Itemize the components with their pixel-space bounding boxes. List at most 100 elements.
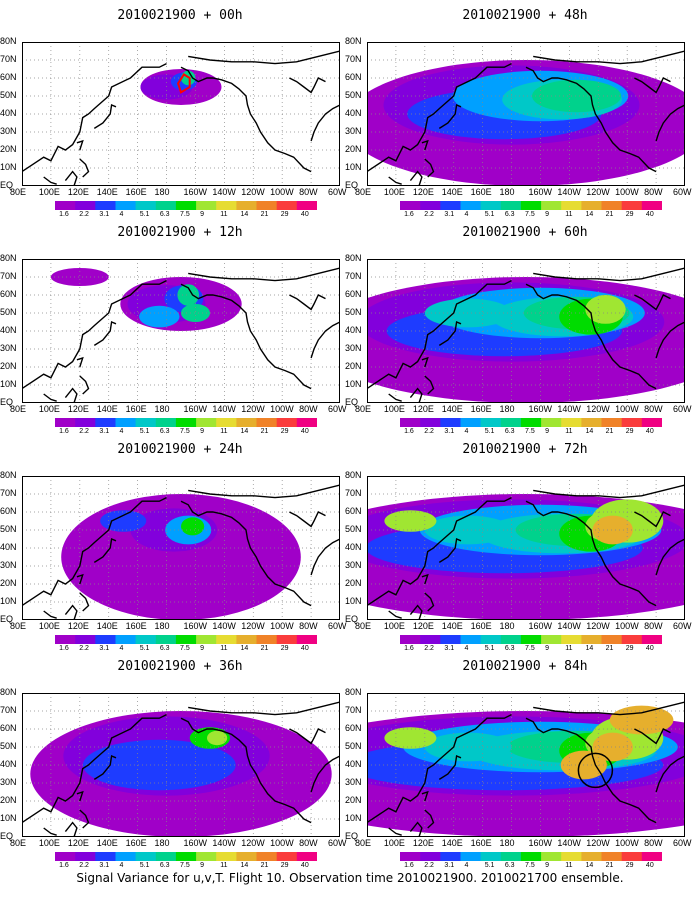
lat-tick-label: 50N bbox=[345, 524, 362, 534]
lon-tick-label: 160W bbox=[183, 187, 207, 197]
colorbar-level-label: 3.1 bbox=[444, 862, 455, 869]
colorbar-level-label: 6.3 bbox=[159, 428, 170, 435]
coastline bbox=[388, 176, 402, 185]
colorbar-swatch bbox=[175, 852, 197, 861]
lat-tick-label: 20N bbox=[0, 144, 17, 154]
colorbar-swatch bbox=[621, 201, 643, 210]
colorbar-swatch bbox=[621, 418, 643, 427]
colorbar-level-label: 40 bbox=[300, 862, 309, 869]
colorbar-level-label: 2.2 bbox=[79, 862, 89, 869]
colorbar-level-label: 21 bbox=[260, 862, 269, 869]
lon-tick-label: 80E bbox=[355, 404, 372, 414]
coastline bbox=[289, 728, 326, 745]
lon-tick-label: 140E bbox=[441, 838, 463, 848]
lon-tick-label: 100E bbox=[383, 404, 405, 414]
lat-tick-label: 10N bbox=[0, 596, 17, 606]
colorbar-swatch bbox=[236, 635, 258, 644]
lon-tick-label: 120W bbox=[241, 187, 265, 197]
colorbar-level-label: 14 bbox=[240, 211, 249, 218]
lat-tick-label: 40N bbox=[0, 759, 17, 769]
lat-tick-label: 20N bbox=[0, 361, 17, 371]
lat-tick-label: EQ bbox=[0, 831, 14, 841]
colorbar-swatch bbox=[75, 201, 96, 210]
colorbar-swatch bbox=[601, 418, 623, 427]
panel-36h: 2010021900 + 36h 80N 70N 60N 50N 40N 30N 20N 10N… bbox=[0, 659, 350, 869]
lon-tick-label: 140W bbox=[212, 621, 236, 631]
colorbar-swatch bbox=[55, 201, 76, 210]
lon-tick-label: 120E bbox=[67, 838, 89, 848]
colorbar-swatch bbox=[216, 635, 237, 644]
colorbar-level-label: 29 bbox=[280, 645, 289, 652]
lat-tick-label: 30N bbox=[345, 560, 362, 570]
colorbar-swatch bbox=[621, 635, 643, 644]
coastline bbox=[310, 104, 340, 142]
lon-tick-label: 180 bbox=[154, 404, 170, 414]
colorbar-level-label: 1.6 bbox=[59, 428, 69, 435]
colorbar-level-label: 9 bbox=[545, 211, 550, 218]
colorbar-level-label: 4 bbox=[464, 211, 469, 218]
lon-tick-label: 120E bbox=[67, 404, 89, 414]
colorbar-swatch bbox=[420, 201, 441, 210]
coastline bbox=[525, 283, 657, 390]
coastline bbox=[188, 484, 340, 499]
lon-tick-label: 100W bbox=[270, 621, 294, 631]
lat-tick-label: 80N bbox=[0, 36, 17, 46]
colorbar-swatch bbox=[276, 418, 298, 427]
colorbar-level-label: 40 bbox=[645, 862, 654, 869]
colorbar-swatch bbox=[520, 201, 542, 210]
colorbar-level-label: 4 bbox=[119, 211, 124, 218]
variance-region bbox=[139, 305, 180, 328]
lon-tick-label: 160W bbox=[528, 187, 552, 197]
lon-tick-label: 120W bbox=[241, 404, 265, 414]
colorbar-swatch bbox=[480, 201, 502, 210]
coastline bbox=[43, 610, 57, 619]
colorbar-swatch bbox=[196, 201, 217, 210]
colorbar-level-label: 21 bbox=[605, 645, 614, 652]
map-frame bbox=[367, 476, 685, 620]
colorbar-level-label: 11 bbox=[220, 645, 228, 652]
colorbar bbox=[400, 635, 662, 644]
colorbar-swatch bbox=[641, 635, 662, 644]
lon-tick-label: 180 bbox=[499, 621, 515, 631]
colorbar-swatch bbox=[175, 201, 197, 210]
lat-tick-label: 80N bbox=[345, 687, 362, 697]
colorbar-swatch bbox=[135, 852, 157, 861]
colorbar-swatch bbox=[420, 418, 441, 427]
map-frame bbox=[22, 693, 340, 837]
colorbar-level-label: 2.2 bbox=[424, 428, 434, 435]
panel-title: 2010021900 + 36h bbox=[117, 659, 243, 674]
colorbar-swatch bbox=[296, 418, 317, 427]
lon-tick-label: 60W bbox=[673, 838, 692, 848]
coastline bbox=[409, 821, 423, 837]
coastline bbox=[180, 500, 312, 607]
colorbar-swatch bbox=[541, 201, 562, 210]
coastline bbox=[421, 790, 429, 802]
colorbar-swatch bbox=[135, 635, 157, 644]
colorbar-swatch bbox=[561, 635, 582, 644]
colorbar-swatch bbox=[561, 201, 582, 210]
colorbar-level-label: 2.2 bbox=[424, 211, 434, 218]
colorbar-swatch bbox=[216, 201, 237, 210]
colorbar-swatch bbox=[460, 635, 482, 644]
lon-tick-label: 140E bbox=[96, 621, 118, 631]
lat-tick-label: 70N bbox=[345, 705, 362, 715]
colorbar-swatch bbox=[95, 201, 116, 210]
colorbar-swatch bbox=[601, 852, 623, 861]
coastline bbox=[79, 158, 90, 178]
colorbar-swatch bbox=[155, 852, 177, 861]
lon-tick-label: 160E bbox=[470, 187, 492, 197]
lon-tick-label: 80E bbox=[355, 838, 372, 848]
coastline bbox=[424, 158, 435, 178]
colorbar-level-label: 7.5 bbox=[525, 428, 535, 435]
colorbar-swatch bbox=[520, 418, 542, 427]
lat-tick-label: 20N bbox=[0, 578, 17, 588]
coastline bbox=[409, 387, 423, 403]
colorbar-level-label: 14 bbox=[240, 428, 249, 435]
colorbar-level-label: 3.1 bbox=[444, 211, 455, 218]
colorbar-level-label: 14 bbox=[240, 862, 249, 869]
coastline bbox=[43, 393, 57, 402]
panel-title: 2010021900 + 24h bbox=[117, 442, 243, 457]
map-plot bbox=[22, 42, 340, 186]
lon-tick-label: 100W bbox=[615, 187, 639, 197]
colorbar-level-label: 3.1 bbox=[99, 645, 110, 652]
